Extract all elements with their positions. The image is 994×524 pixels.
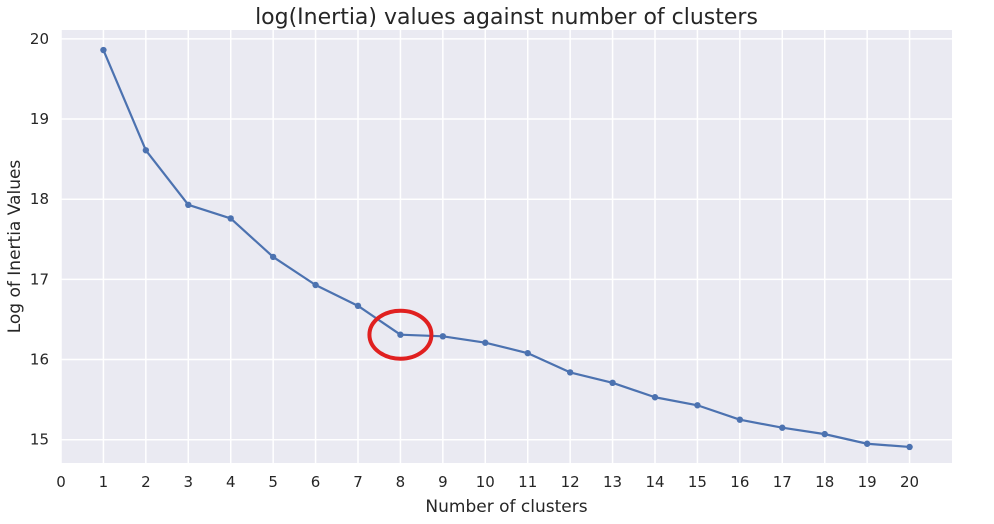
- inertia-series-line: [102, 48, 911, 449]
- x-tick-labels: 0 1 2 3 4 5 6 7 8 9 10 11 12 13 14 15 16 17 18 19 20: [56, 473, 919, 491]
- data-point-2: [142, 147, 150, 154]
- y-axis-label: Log of Inertia Values: [5, 160, 25, 334]
- chart-title: log(Inertia) values against number of cl…: [255, 5, 758, 30]
- plot-area: [61, 30, 952, 463]
- data-point-16: [736, 416, 744, 423]
- data-point-4: [227, 215, 234, 222]
- data-point-8: [397, 331, 404, 338]
- x-tick-label: 20: [900, 473, 919, 491]
- x-tick-label: 2: [141, 473, 151, 491]
- x-tick-label: 3: [184, 473, 194, 491]
- data-point-3: [185, 201, 192, 209]
- y-tick-label: 16: [30, 351, 49, 369]
- x-tick-label: 6: [311, 473, 321, 491]
- data-point-15: [694, 402, 701, 409]
- x-axis-label: Number of clusters: [425, 497, 587, 517]
- x-tick-label: 7: [353, 473, 363, 491]
- data-point-19: [863, 440, 871, 447]
- data-point-13: [609, 379, 616, 387]
- x-tick-label: 18: [815, 473, 834, 491]
- x-tick-label: 10: [476, 473, 495, 491]
- x-tick-label: 14: [645, 473, 664, 491]
- x-tick-label: 8: [396, 473, 406, 491]
- y-tick-label: 18: [30, 190, 49, 208]
- x-tick-label: 5: [268, 473, 278, 491]
- data-point-10: [482, 339, 489, 346]
- elbow-highlight-circle: [367, 308, 434, 361]
- x-tick-label: 0: [56, 473, 66, 491]
- data-point-6: [312, 281, 319, 289]
- data-point-9: [439, 333, 447, 340]
- x-tick-label: 13: [603, 473, 622, 491]
- y-tick-label: 17: [30, 270, 49, 288]
- y-tick-label: 19: [30, 110, 49, 128]
- x-tick-label: 19: [858, 473, 877, 491]
- x-tick-label: 16: [730, 473, 749, 491]
- data-point-7: [354, 302, 362, 310]
- data-point-20: [906, 443, 913, 451]
- y-tick-label: 15: [30, 431, 49, 449]
- x-tick-label: 15: [688, 473, 707, 491]
- data-point-14: [651, 394, 659, 401]
- data-points: [100, 46, 913, 451]
- y-tick-labels: 15 16 17 18 19 20: [30, 30, 49, 449]
- x-tick-label: 11: [518, 473, 537, 491]
- x-tick-label: 12: [561, 473, 580, 491]
- data-point-12: [566, 369, 574, 376]
- x-tick-label: 4: [226, 473, 236, 491]
- data-point-5: [269, 253, 277, 261]
- data-point-17: [779, 424, 786, 431]
- x-tick-label: 1: [99, 473, 109, 491]
- y-tick-label: 20: [30, 30, 49, 48]
- x-tick-label: 9: [438, 473, 448, 491]
- data-point-18: [821, 430, 828, 438]
- vertical-grid-lines: [60, 30, 911, 463]
- horizontal-grid-lines: [61, 38, 952, 441]
- data-point-11: [524, 349, 531, 357]
- x-tick-label: 17: [773, 473, 792, 491]
- data-point-1: [100, 46, 107, 54]
